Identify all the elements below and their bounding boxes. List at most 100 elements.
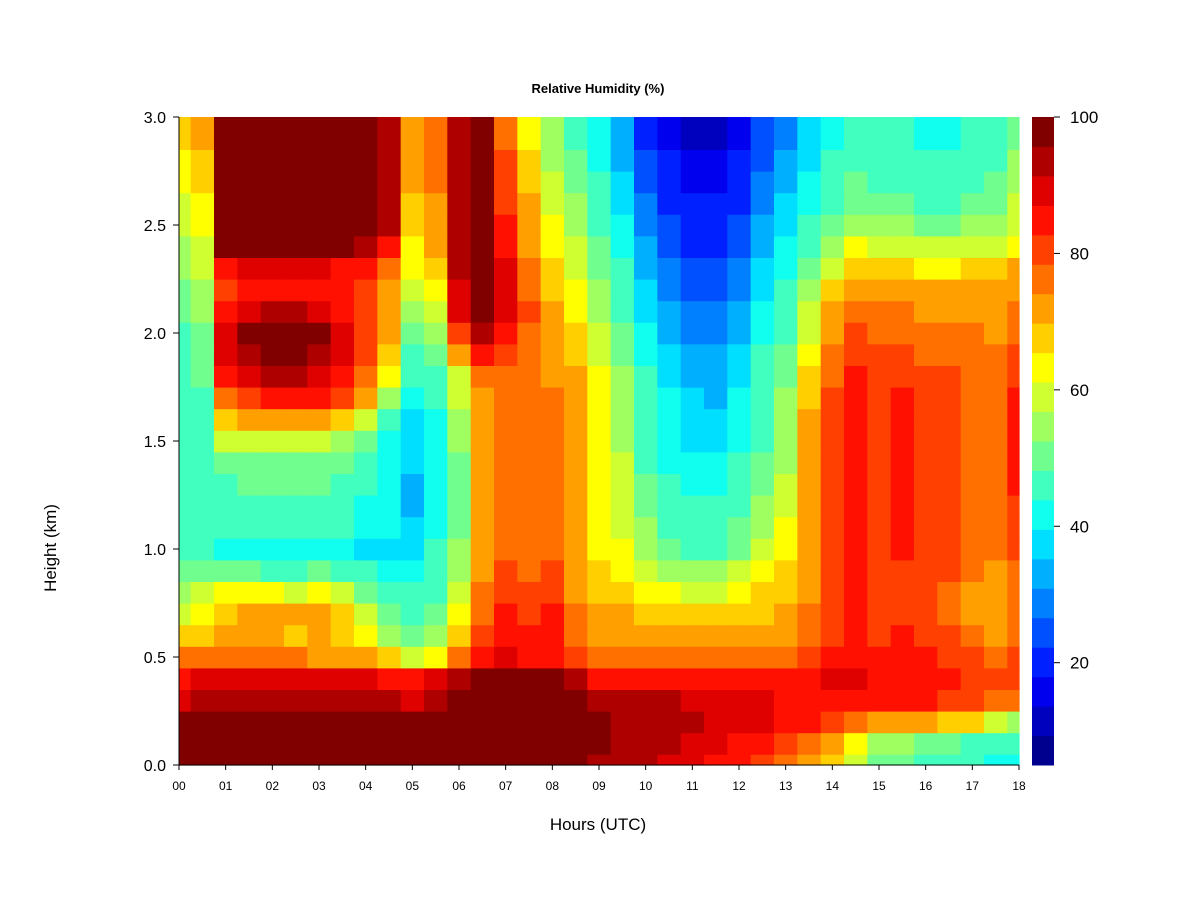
heatmap-cell bbox=[704, 214, 728, 237]
heatmap-cell bbox=[307, 689, 332, 712]
heatmap-cell bbox=[704, 322, 728, 345]
heatmap-cell bbox=[214, 343, 238, 366]
heatmap-cell bbox=[587, 473, 612, 496]
heatmap-cell bbox=[634, 689, 658, 712]
heatmap-cell bbox=[750, 581, 775, 604]
heatmap-cell bbox=[424, 322, 448, 345]
heatmap-cell bbox=[540, 343, 565, 366]
heatmap-cell bbox=[937, 387, 962, 410]
heatmap-cell bbox=[494, 689, 518, 712]
heatmap-cell bbox=[400, 516, 425, 539]
colorbar-tick-label: 100 bbox=[1070, 108, 1098, 127]
heatmap-cell bbox=[727, 235, 752, 258]
heatmap-cell bbox=[354, 192, 378, 215]
heatmap-cell bbox=[587, 365, 612, 388]
heatmap-cell bbox=[937, 279, 962, 302]
x-tick-label: 16 bbox=[919, 779, 933, 793]
heatmap-cell bbox=[774, 495, 798, 518]
heatmap-cell bbox=[424, 117, 448, 129]
heatmap-cell bbox=[727, 192, 752, 215]
heatmap-cell bbox=[914, 495, 938, 518]
heatmap-cell bbox=[307, 387, 332, 410]
heatmap-cell bbox=[844, 732, 868, 755]
heatmap-cell bbox=[330, 754, 355, 766]
heatmap-cell bbox=[237, 667, 262, 690]
heatmap-cell bbox=[179, 581, 192, 604]
heatmap-cell bbox=[377, 387, 402, 410]
heatmap-cell bbox=[354, 603, 378, 626]
heatmap-cell bbox=[960, 149, 985, 172]
heatmap-cell bbox=[587, 343, 612, 366]
heatmap-cell bbox=[797, 754, 822, 766]
heatmap-cell bbox=[354, 495, 378, 518]
heatmap-cell bbox=[890, 149, 915, 172]
heatmap-cell bbox=[750, 279, 775, 302]
heatmap-cell bbox=[354, 581, 378, 604]
heatmap-cell bbox=[774, 430, 798, 453]
heatmap-cell bbox=[517, 387, 542, 410]
heatmap-cell bbox=[354, 300, 378, 323]
heatmap-cell bbox=[844, 408, 868, 431]
heatmap-cell bbox=[214, 581, 238, 604]
heatmap-cell bbox=[820, 646, 845, 669]
heatmap-cell bbox=[914, 624, 938, 647]
heatmap-cell bbox=[400, 667, 425, 690]
heatmap-cell bbox=[820, 603, 845, 626]
heatmap-cell bbox=[517, 171, 542, 194]
heatmap-cell bbox=[890, 667, 915, 690]
heatmap-cell bbox=[517, 559, 542, 582]
colorbar-swatch bbox=[1032, 382, 1054, 413]
heatmap-cell bbox=[517, 117, 542, 129]
heatmap-cell bbox=[260, 581, 285, 604]
heatmap-cell bbox=[284, 214, 308, 237]
heatmap-cell bbox=[727, 127, 752, 150]
heatmap-cell bbox=[564, 754, 588, 766]
heatmap-cell bbox=[680, 279, 705, 302]
heatmap-cell bbox=[424, 235, 448, 258]
heatmap-cell bbox=[1007, 365, 1020, 388]
heatmap-cell bbox=[914, 279, 938, 302]
heatmap-cell bbox=[237, 149, 262, 172]
heatmap-cell bbox=[330, 149, 355, 172]
heatmap-cell bbox=[610, 235, 635, 258]
heatmap-cell bbox=[774, 279, 798, 302]
heatmap-cell bbox=[179, 667, 192, 690]
heatmap-cell bbox=[587, 192, 612, 215]
heatmap-cell bbox=[680, 451, 705, 474]
heatmap-cell bbox=[260, 408, 285, 431]
heatmap-cell bbox=[960, 646, 985, 669]
heatmap-cell bbox=[937, 538, 962, 561]
heatmap-cell bbox=[190, 711, 215, 734]
heatmap-cell bbox=[564, 279, 588, 302]
heatmap-cell bbox=[727, 279, 752, 302]
heatmap-cell bbox=[214, 711, 238, 734]
heatmap-cell bbox=[984, 343, 1008, 366]
heatmap-cell bbox=[750, 117, 775, 129]
heatmap-cell bbox=[494, 214, 518, 237]
y-tick-label: 2.0 bbox=[144, 326, 166, 343]
heatmap-cell bbox=[307, 538, 332, 561]
heatmap-cell bbox=[704, 624, 728, 647]
heatmap-cell bbox=[284, 257, 308, 280]
heatmap-cell bbox=[564, 117, 588, 129]
heatmap-cell bbox=[447, 149, 472, 172]
heatmap-cell bbox=[1007, 300, 1020, 323]
heatmap-cell bbox=[354, 279, 378, 302]
heatmap-cell bbox=[914, 732, 938, 755]
heatmap-cell bbox=[424, 603, 448, 626]
heatmap-cell bbox=[657, 603, 682, 626]
heatmap-cell bbox=[330, 581, 355, 604]
heatmap-cell bbox=[260, 603, 285, 626]
heatmap-cell bbox=[447, 214, 472, 237]
heatmap-cell bbox=[284, 495, 308, 518]
heatmap-cell bbox=[377, 343, 402, 366]
heatmap-cell bbox=[867, 214, 892, 237]
heatmap-cell bbox=[820, 192, 845, 215]
heatmap-cell bbox=[984, 192, 1008, 215]
heatmap-cell bbox=[704, 603, 728, 626]
heatmap-cell bbox=[307, 192, 332, 215]
y-tick-label: 0.5 bbox=[144, 650, 166, 667]
heatmap-cell bbox=[680, 732, 705, 755]
heatmap-cell bbox=[190, 667, 215, 690]
heatmap-cell bbox=[517, 581, 542, 604]
